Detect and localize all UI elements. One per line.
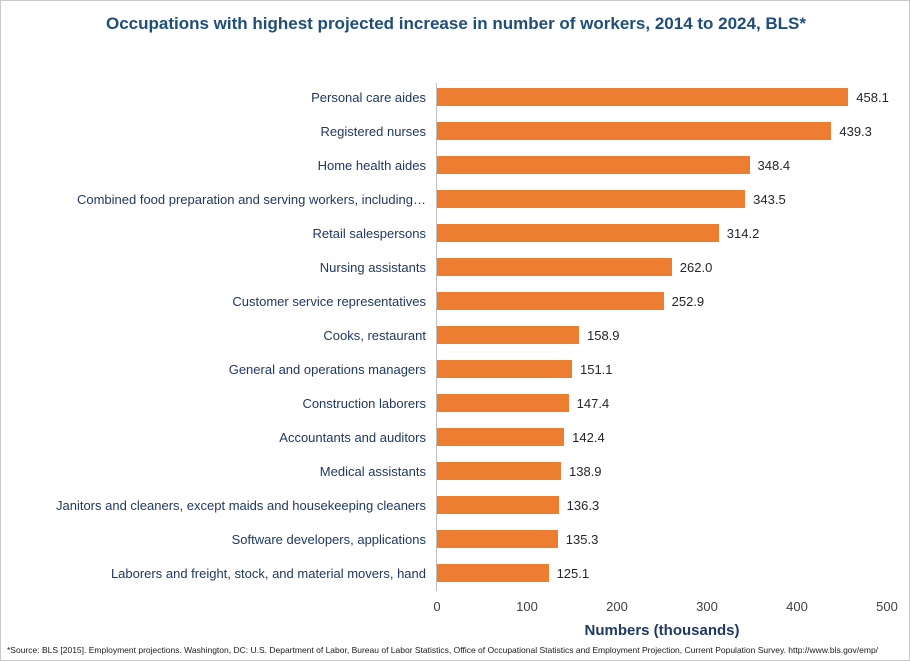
value-label: 314.2 <box>726 225 760 241</box>
bar <box>436 190 746 208</box>
category-label: Janitors and cleaners, except maids and … <box>55 497 426 513</box>
bar-track: 343.5 <box>436 190 909 208</box>
value-label: 135.3 <box>565 531 599 547</box>
value-label: 136.3 <box>566 497 600 513</box>
category-label: Cooks, restaurant <box>323 327 426 343</box>
bar <box>436 428 565 446</box>
value-label: 262.0 <box>679 259 713 275</box>
bar-track: 125.1 <box>436 564 909 582</box>
chart-row: Laborers and freight, stock, and materia… <box>1 556 909 590</box>
category-label: General and operations managers <box>228 361 426 377</box>
bar <box>436 360 572 378</box>
category-label: Retail salespersons <box>312 225 426 241</box>
value-label: 138.9 <box>569 463 602 479</box>
bar <box>436 122 832 140</box>
bar-track: 252.9 <box>436 292 909 310</box>
value-label: 142.4 <box>572 429 605 445</box>
chart-title: Occupations with highest projected incre… <box>105 14 807 33</box>
bar-track: 262.0 <box>436 258 909 276</box>
bar <box>436 156 750 174</box>
bar <box>436 530 558 548</box>
bar-track: 158.9 <box>436 326 909 344</box>
category-label: Medical assistants <box>319 463 426 479</box>
chart-row: Accountants and auditors 142.4 <box>1 420 909 454</box>
chart-row: Combined food preparation and serving wo… <box>1 182 909 216</box>
category-label: Software developers, applications <box>231 531 426 547</box>
value-label: 147.4 <box>576 395 610 411</box>
x-axis-title: Numbers (thousands) <box>584 622 740 639</box>
x-tick-label: 0 <box>433 599 441 614</box>
x-tick-label: 100 <box>516 599 538 614</box>
bar <box>436 394 569 412</box>
bar-track: 348.4 <box>436 156 909 174</box>
value-label: 439.3 <box>839 123 872 139</box>
bar <box>436 462 561 480</box>
category-label: Customer service representatives <box>232 293 426 309</box>
x-axis-ticks: 0 100 200 300 400 500 <box>433 599 897 615</box>
category-label: Construction laborers <box>302 395 426 411</box>
chart-row: Registered nurses 439.3 <box>1 114 909 148</box>
bar-track: 458.1 <box>436 88 909 106</box>
value-label: 343.5 <box>753 191 786 207</box>
source-footnote: *Source: BLS [2015]. Employment projecti… <box>7 645 879 655</box>
value-label: 458.1 <box>856 89 889 105</box>
value-label: 158.9 <box>587 327 620 343</box>
bar <box>436 496 559 514</box>
bar <box>436 224 719 242</box>
bar-track: 151.1 <box>436 360 909 378</box>
chart-plot: Personal care aides 458.1 Registered nurse… <box>1 80 909 590</box>
bar-track: 439.3 <box>436 122 909 140</box>
bar-track: 136.3 <box>436 496 909 514</box>
x-tick-label: 300 <box>696 599 718 614</box>
category-label: Personal care aides <box>311 89 426 105</box>
category-label: Accountants and auditors <box>279 429 426 445</box>
x-tick-label: 400 <box>786 599 808 614</box>
chart-row: Medical assistants 138.9 <box>1 454 909 488</box>
category-label: Home health aides <box>317 157 426 173</box>
chart-row: Customer service representatives 252.9 <box>1 284 909 318</box>
category-label: Nursing assistants <box>319 259 426 275</box>
value-label: 151.1 <box>579 361 613 377</box>
category-label: Laborers and freight, stock, and materia… <box>110 565 426 581</box>
bar-track: 142.4 <box>436 428 909 446</box>
chart-row: General and operations managers 151.1 <box>1 352 909 386</box>
chart-row: Nursing assistants 262.0 <box>1 250 909 284</box>
category-label: Combined food preparation and serving wo… <box>76 191 426 207</box>
chart-row: Retail salespersons 314.2 <box>1 216 909 250</box>
value-label: 125.1 <box>556 565 590 581</box>
bar <box>436 88 849 106</box>
bar-track: 147.4 <box>436 394 909 412</box>
category-axis-line <box>436 83 437 591</box>
category-label: Registered nurses <box>320 123 427 139</box>
chart-row: Personal care aides 458.1 <box>1 80 909 114</box>
chart-row: Cooks, restaurant 158.9 <box>1 318 909 352</box>
chart-row: Janitors and cleaners, except maids and … <box>1 488 909 522</box>
chart-row: Software developers, applications 135.3 <box>1 522 909 556</box>
bar <box>436 292 664 310</box>
value-label: 252.9 <box>671 293 705 309</box>
chart-row: Construction laborers 147.4 <box>1 386 909 420</box>
bar <box>436 564 549 582</box>
x-tick-label: 200 <box>606 599 628 614</box>
bar-track: 314.2 <box>436 224 909 242</box>
value-label: 348.4 <box>757 157 791 173</box>
bar-track: 138.9 <box>436 462 909 480</box>
x-tick-label: 500 <box>876 599 898 614</box>
bar-track: 135.3 <box>436 530 909 548</box>
bar <box>436 326 579 344</box>
bar <box>436 258 672 276</box>
chart-row: Home health aides 348.4 <box>1 148 909 182</box>
